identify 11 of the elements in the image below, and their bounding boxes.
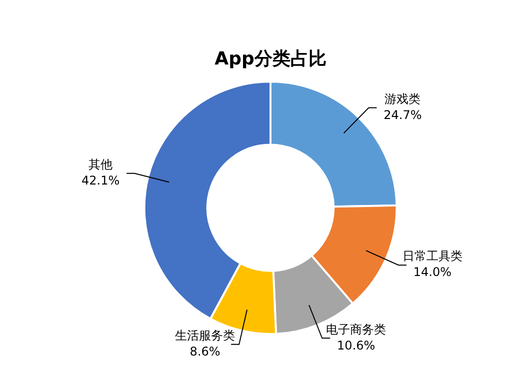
slice-label: 电子商务类 (326, 322, 386, 336)
slice-label: 游戏类 (384, 92, 421, 106)
slice-label: 生活服务类 (175, 328, 236, 343)
slice-label: 日常工具类 (402, 249, 462, 264)
chart-title: App分类占比 (214, 48, 326, 70)
data-label: 42.1% (82, 173, 120, 188)
data-label: 10.6% (337, 338, 376, 352)
data-label: 14.0% (413, 265, 452, 280)
slice-label: 其他 (88, 157, 113, 172)
data-label: 8.6% (190, 344, 220, 359)
data-label: 24.7% (384, 108, 422, 122)
